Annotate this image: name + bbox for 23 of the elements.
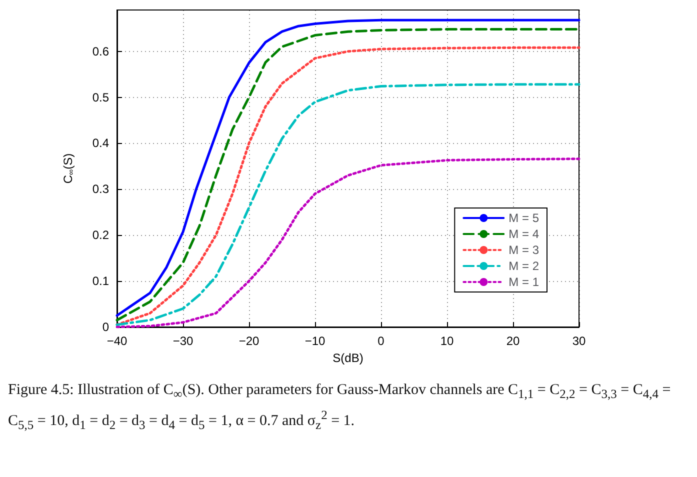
y-tick-label: 0.3 (92, 182, 110, 196)
y-tick-label: 0.6 (92, 44, 110, 58)
x-tick-label: −30 (172, 334, 194, 348)
x-tick-label: 20 (506, 334, 520, 348)
x-tick-label: 0 (378, 334, 385, 348)
legend-label: M = 3 (508, 243, 540, 257)
legend-label: M = 5 (508, 211, 540, 225)
x-tick-label: −40 (106, 334, 128, 348)
legend-label: M = 1 (508, 275, 540, 289)
y-tick-label: 0.4 (92, 136, 110, 150)
y-tick-label: 0.1 (92, 274, 110, 288)
x-tick-label: −10 (304, 334, 326, 348)
x-tick-label: 30 (572, 334, 586, 348)
legend-label: M = 4 (508, 227, 540, 241)
y-tick-label: 0.5 (92, 90, 110, 104)
text: Figure 4.5: Illustration of C$_{∞}$(S). Other parameters for Gauss-Markov channels are C$_{1,1}$ = C$_{2,2}$ = C$_{3,3}$ = C$_{4,4}$ = C$_{5,5}$ = 10, d$_{1}$ = d$_{2}$ = d$_{3}$ = d$_{4}$ = d$_{5}$ = 1, α = 0.7 and σ$_{z}$$^{2}$ = 1. (8, 382, 671, 432)
x-tick-label: 10 (440, 334, 454, 348)
y-tick-label: 0 (102, 320, 110, 334)
legend-label: M = 2 (508, 259, 540, 273)
y-tick-label: 0.2 (92, 228, 110, 242)
x-tick-label: −20 (238, 334, 260, 348)
x-axis-title: S(dB) (332, 350, 364, 365)
y-axis-title: C∞(S) (61, 153, 76, 184)
